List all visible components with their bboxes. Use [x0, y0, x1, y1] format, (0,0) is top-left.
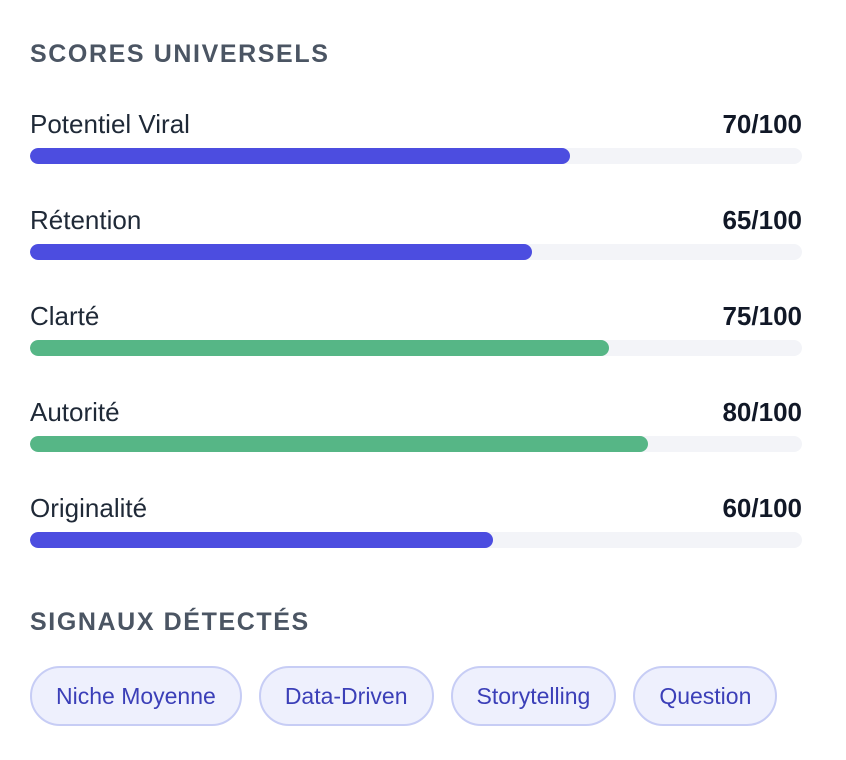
score-value: 75/100	[722, 301, 802, 331]
score-value: 65/100	[722, 205, 802, 235]
score-value: 70/100	[722, 109, 802, 139]
score-progress-track	[30, 532, 802, 548]
score-value: 60/100	[722, 493, 802, 523]
score-progress-fill	[30, 340, 609, 356]
score-progress-track	[30, 148, 802, 164]
signal-tag-data-driven[interactable]: Data-Driven	[258, 666, 434, 726]
score-progress-fill	[30, 532, 494, 548]
score-row-clarte: Clarté 75/100	[30, 300, 802, 360]
score-label: Potentiel Viral	[30, 109, 190, 139]
score-label: Clarté	[30, 301, 100, 331]
score-row-autorite: Autorité 80/100	[30, 396, 802, 456]
score-progress-fill	[30, 244, 532, 260]
scores-section-title: SCORES UNIVERSELS	[30, 40, 330, 68]
score-row-originalite: Originalité 60/100	[30, 492, 802, 552]
score-progress-track	[30, 340, 802, 356]
score-progress-track	[30, 244, 802, 260]
signal-tag-question[interactable]: Question	[633, 666, 778, 726]
score-progress-track	[30, 436, 802, 452]
score-progress-fill	[30, 436, 648, 452]
signals-section-title: SIGNAUX DÉTECTÉS	[30, 608, 310, 636]
signal-tag-storytelling[interactable]: Storytelling	[450, 666, 617, 726]
signal-tag-niche-moyenne[interactable]: Niche Moyenne	[30, 666, 242, 726]
score-label: Rétention	[30, 205, 142, 235]
score-label: Originalité	[30, 493, 148, 523]
score-progress-fill	[30, 148, 571, 164]
score-label: Autorité	[30, 397, 120, 427]
score-row-potentiel-viral: Potentiel Viral 70/100	[30, 108, 802, 168]
score-value: 80/100	[722, 397, 802, 427]
signal-tags: Niche Moyenne Data-Driven Storytelling Q…	[30, 666, 778, 726]
score-row-retention: Rétention 65/100	[30, 204, 802, 264]
